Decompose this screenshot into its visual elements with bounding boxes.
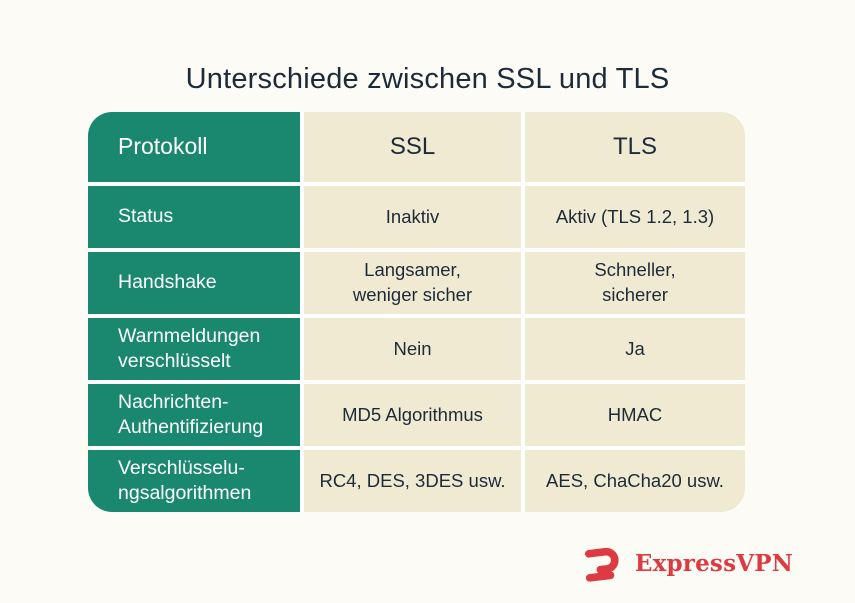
table-header-tls: TLS	[525, 112, 745, 182]
row-label-warnmeldungen: Warnmeldungen verschlüsselt	[88, 318, 300, 380]
page-title: Unterschiede zwischen SSL und TLS	[185, 63, 670, 96]
cell-status-tls: Aktiv (TLS 1.2, 1.3)	[525, 186, 745, 248]
row-label-handshake: Handshake	[88, 252, 300, 314]
cell-authentifizierung-tls: HMAC	[525, 384, 745, 446]
expressvpn-wordmark: ExpressVPN	[634, 549, 793, 577]
ssl-tls-comparison-table: Protokoll SSL TLS Status Inaktiv Aktiv (…	[88, 112, 745, 512]
table-header-ssl: SSL	[304, 112, 521, 182]
cell-algorithmen-ssl: RC4, DES, 3DES usw.	[304, 450, 521, 512]
row-label-status: Status	[88, 186, 300, 248]
row-label-verschluesselungsalgorithmen: Verschlüsselu- ngsalgorithmen	[88, 450, 300, 512]
cell-warnmeldungen-ssl: Nein	[304, 318, 521, 380]
expressvpn-icon	[582, 543, 626, 583]
expressvpn-logo: ExpressVPN	[582, 543, 793, 583]
cell-algorithmen-tls: AES, ChaCha20 usw.	[525, 450, 745, 512]
row-label-nachrichten-authentifizierung: Nachrichten- Authentifizierung	[88, 384, 300, 446]
cell-warnmeldungen-tls: Ja	[525, 318, 745, 380]
cell-authentifizierung-ssl: MD5 Algorithmus	[304, 384, 521, 446]
cell-handshake-tls: Schneller, sicherer	[525, 252, 745, 314]
cell-handshake-ssl: Langsamer, weniger sicher	[304, 252, 521, 314]
cell-status-ssl: Inaktiv	[304, 186, 521, 248]
table-header-protocol: Protokoll	[88, 112, 300, 182]
